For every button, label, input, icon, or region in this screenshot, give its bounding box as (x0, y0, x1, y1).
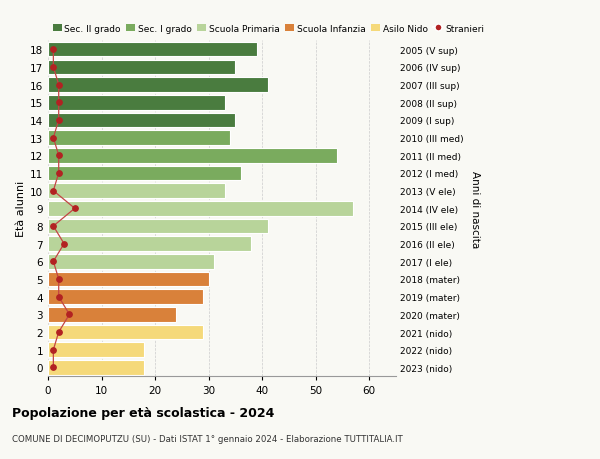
Point (49, 46, 58, 54)
Bar (48, 131, 230, 146)
Bar (48, 96, 224, 110)
Point (54, 276, 64, 283)
Y-axis label: Età alunni: Età alunni (16, 181, 26, 237)
Point (49, 64, 58, 72)
Point (49, 346, 58, 353)
Bar (48, 61, 235, 75)
Bar (48, 149, 337, 163)
Point (49, 364, 58, 371)
Bar (48, 78, 268, 93)
Bar (48, 360, 145, 375)
Point (49, 188, 58, 195)
Bar (48, 272, 209, 286)
Point (59, 241, 69, 248)
Text: COMUNE DI DECIMOPUTZU (SU) - Dati ISTAT 1° gennaio 2024 - Elaborazione TUTTITALI: COMUNE DI DECIMOPUTZU (SU) - Dati ISTAT … (12, 434, 403, 443)
Point (54, 82, 64, 89)
Bar (48, 166, 241, 181)
Point (54, 293, 64, 301)
Bar (48, 290, 203, 304)
Point (54, 170, 64, 177)
Point (49, 134, 58, 142)
Bar (48, 255, 214, 269)
Bar (48, 219, 268, 234)
Point (49, 223, 58, 230)
Point (54, 117, 64, 124)
Point (54, 152, 64, 160)
Bar (48, 325, 203, 340)
Bar (48, 43, 257, 57)
Bar (48, 184, 224, 198)
Legend: Sec. II grado, Sec. I grado, Scuola Primaria, Scuola Infanzia, Asilo Nido, Stran: Sec. II grado, Sec. I grado, Scuola Prim… (53, 24, 484, 34)
Bar (48, 343, 145, 357)
Point (49, 258, 58, 265)
Point (54, 99, 64, 106)
Bar (48, 113, 235, 128)
Point (54, 329, 64, 336)
Bar (48, 308, 176, 322)
Y-axis label: Anni di nascita: Anni di nascita (470, 170, 481, 247)
Point (70, 205, 80, 213)
Bar (48, 237, 251, 252)
Text: Popolazione per età scolastica - 2024: Popolazione per età scolastica - 2024 (12, 406, 274, 419)
Point (65, 311, 74, 319)
Bar (48, 202, 353, 216)
